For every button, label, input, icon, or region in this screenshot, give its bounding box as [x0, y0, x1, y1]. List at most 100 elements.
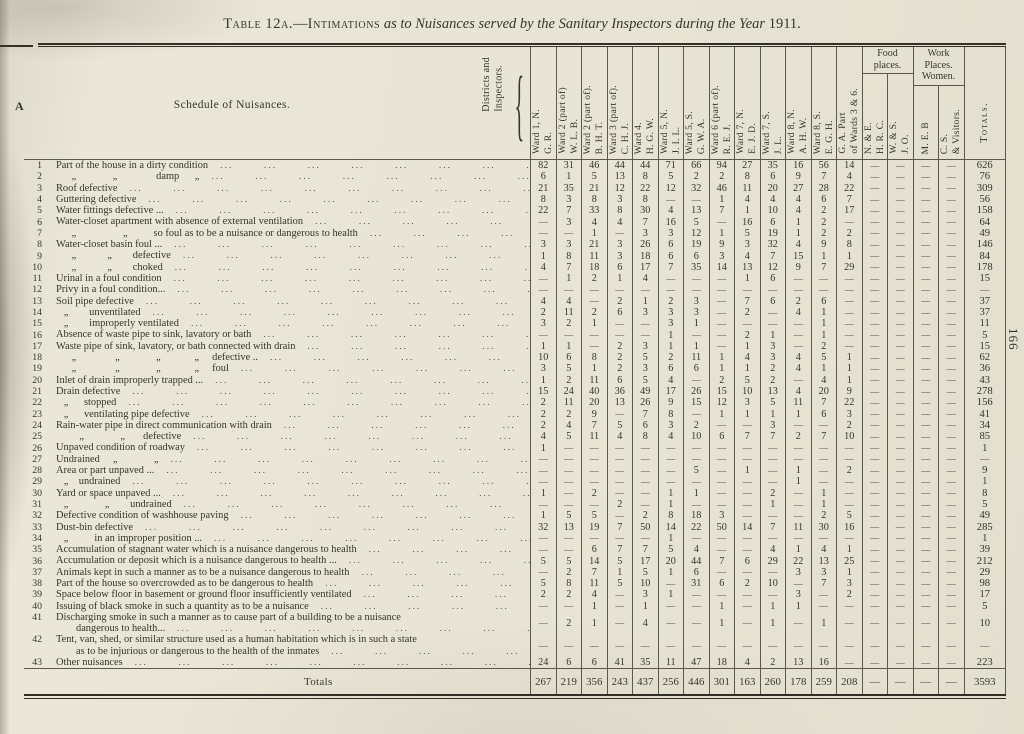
row-number: 6: [37, 216, 42, 228]
value-cell: 1: [555, 272, 582, 285]
leader-dots: ... ... ... ... ... ... ... ... ... ...: [177, 624, 530, 635]
value-cell: 7: [810, 397, 837, 409]
value-cell: 5: [734, 227, 760, 240]
row-number: 40: [32, 600, 42, 612]
value-cell: —: [938, 465, 964, 477]
value-cell: 4: [785, 193, 811, 206]
row-label-line: „ „ defective ... ... ... ... ... ... ...…: [46, 250, 530, 261]
row-number: 26: [32, 442, 42, 454]
column-total-cell: —: [938, 669, 964, 695]
value-cell: 14: [581, 555, 607, 567]
row-number: 43: [32, 657, 42, 669]
value-cell: 1: [657, 329, 684, 341]
value-cell: —: [887, 171, 913, 183]
column-header-label: Ward 5, N. J. I. L.: [658, 109, 682, 154]
leader-dots: ... ... ... ... ... ... ... ... ... ...: [183, 499, 530, 510]
row-label-block: Part of the house so overcrowded as to b…: [46, 578, 530, 589]
value-cell: —: [887, 657, 913, 669]
value-cell: 26: [632, 239, 658, 251]
value-cell: 5: [606, 419, 633, 432]
value-cell: —: [887, 510, 913, 522]
value-cell: —: [938, 600, 964, 612]
column-total-cell: 178: [785, 669, 811, 695]
value-cell: 1: [785, 227, 811, 240]
leader-dots: ... ... ... ... ... ... ... ... ... ...: [148, 194, 531, 205]
row-number: 2: [37, 171, 42, 183]
row-total-cell: 98: [963, 577, 1006, 590]
value-cell: 1: [734, 205, 760, 217]
value-cell: —: [555, 284, 582, 296]
value-cell: 56: [810, 160, 837, 172]
value-cell: 5: [606, 577, 633, 590]
column-header: Ward 6 (part of). R. E. J.: [708, 47, 735, 159]
table-row: 29 „ undrained ... ... ... ... ... ... ..…: [24, 476, 1006, 488]
value-cell: 5: [530, 555, 556, 567]
value-cell: 1: [836, 363, 862, 375]
value-cell: —: [555, 544, 582, 556]
column-total-cell: 446: [683, 669, 709, 695]
table-row: 10 „ „ choked ... ... ... ... ... ... ...…: [24, 261, 1006, 273]
value-cell: —: [861, 340, 888, 353]
value-cell: 2: [632, 510, 658, 522]
value-cell: —: [912, 634, 939, 658]
row-label-line2: dangerous to health... ... ... ... ... ..…: [46, 623, 530, 634]
row-label-block: Other nuisances ... ... ... ... ... ... .…: [46, 657, 530, 668]
value-cell: 1: [530, 442, 556, 454]
value-cell: 1: [810, 487, 837, 499]
value-cell: 50: [632, 521, 658, 533]
value-cell: 2: [581, 487, 607, 499]
value-cell: 5: [555, 510, 582, 522]
value-cell: —: [861, 397, 888, 409]
value-cell: 13: [759, 385, 786, 398]
value-cell: 20: [657, 555, 684, 567]
row-label: „ undrained: [56, 476, 121, 488]
row-label-line: Absence of waste pipe to sink, lavatory …: [46, 329, 530, 340]
table-row: 13 Soil pipe defective... ... ... ... ...…: [24, 295, 1006, 307]
column-total-cell: —: [887, 669, 913, 695]
row-label-line: Part of the house so overcrowded as to b…: [46, 578, 530, 589]
value-cell: 4: [785, 385, 811, 398]
leader-dots: ... ... ... ... ... ... ... ... ... ...: [220, 161, 530, 171]
value-cell: —: [912, 600, 939, 612]
row-total-cell: 146: [963, 239, 1006, 251]
value-cell: —: [861, 250, 888, 262]
value-cell: 26: [632, 397, 658, 409]
column-header-label: G. A. Part of Wards 3 & 6.: [837, 88, 861, 154]
value-cell: 10: [632, 577, 658, 590]
value-cell: —: [759, 634, 786, 658]
page-gutter-shadow: [0, 0, 10, 734]
value-cell: —: [759, 510, 786, 522]
value-cell: —: [555, 329, 582, 341]
value-cell: 6: [759, 171, 786, 183]
row-total-cell: 223: [963, 657, 1006, 669]
column-header-label: Ward 3 (part of). C. H. J.: [607, 84, 631, 154]
value-cell: 4: [810, 544, 837, 556]
value-cell: —: [912, 611, 939, 635]
value-cell: —: [861, 532, 888, 545]
value-cell: 10: [759, 205, 786, 217]
value-cell: 11: [581, 250, 607, 262]
value-cell: —: [861, 306, 888, 319]
value-cell: —: [708, 442, 735, 454]
value-cell: 4: [785, 363, 811, 375]
value-cell: —: [861, 657, 888, 669]
table-row: 31 „ „ undrained ... ... ... ... ... ... …: [24, 498, 1006, 511]
table-row: 22 „ stopped ... ... ... ... ... ... ... …: [24, 397, 1006, 409]
value-cell: 18: [683, 510, 709, 522]
value-cell: 2: [555, 566, 582, 578]
value-cell: 17: [632, 261, 658, 273]
column-header-label: C. S. & Visitors.: [939, 108, 963, 154]
value-cell: 13: [810, 555, 837, 567]
row-total-cell: 212: [963, 555, 1006, 567]
value-cell: 5: [581, 171, 607, 183]
leader-dots: ... ... ... ... ... ... ... ... ... ...: [240, 364, 530, 375]
value-cell: —: [734, 453, 760, 466]
value-cell: 1: [785, 544, 811, 556]
value-cell: —: [912, 284, 939, 296]
value-cell: 71: [657, 160, 684, 172]
value-cell: —: [657, 453, 684, 466]
value-cell: 2: [810, 227, 837, 240]
value-cell: 3: [785, 566, 811, 578]
value-cell: 12: [657, 182, 684, 194]
value-cell: 9: [708, 239, 735, 251]
